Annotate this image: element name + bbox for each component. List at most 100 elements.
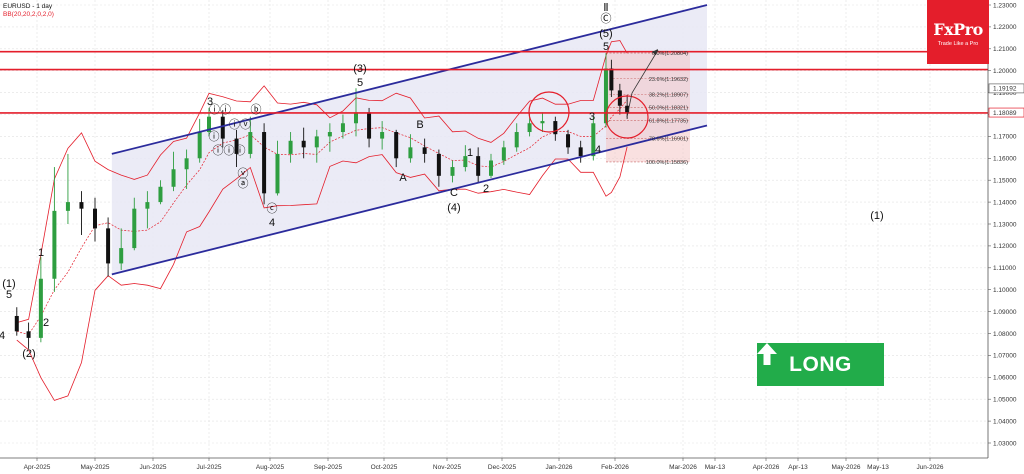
y-tick-label: 1.11000 [993,265,1016,272]
x-tick-label: Jul-2025 [197,464,222,471]
wave-label: B [416,119,423,131]
x-tick-label: Jun-2025 [139,464,166,471]
y-tick-label: 1.16000 [993,156,1017,163]
fib-level-label: 78.6%(1.16901) [649,137,688,143]
y-tick-label: 1.10000 [993,287,1017,294]
price-badge-label: 1.19192 [993,86,1017,93]
brand-name: FxPro [933,20,983,39]
candle-body [275,153,280,194]
projection-path [626,49,659,118]
candle-body [463,156,468,168]
candle-body [171,169,176,187]
x-tick-label: Apr-2026 [753,464,780,471]
wave-label: ⓘ [209,130,220,143]
brand-tagline: Trade Like a Pro [937,41,979,47]
wave-label: (1) [870,210,883,222]
candle-body [220,116,225,139]
candle-body [603,68,608,124]
y-tick-label: 1.19000 [993,90,1017,97]
y-tick-label: 1.15000 [993,178,1017,185]
candle-body [119,248,124,264]
candle-body [394,132,399,159]
x-tick-label: Mar-13 [705,464,726,471]
candle-body [158,186,163,203]
long-signal-button[interactable]: LONG [757,343,884,386]
candle-body [609,68,614,91]
candle-body [553,121,558,135]
y-tick-label: 1.14000 [993,199,1017,206]
y-tick-label: 1.08000 [993,331,1017,338]
candle-body [617,90,622,106]
candle-body [184,158,189,170]
fib-level-label: 38.2%(1.18907) [649,93,688,99]
wave-label: A [399,172,407,184]
fib-level-label: 61.8%(1.17735) [649,118,688,124]
projection-arrowhead [652,49,658,55]
candle-body [540,121,545,124]
wave-label: 5 [6,289,12,301]
fib-level-label: 50.0%(1.18321) [649,105,688,111]
resistance-lines [0,4,988,276]
wave-label: (3) [353,63,366,75]
bollinger-upper [16,40,628,323]
wave-label: 2 [483,183,489,195]
x-tick-label: Oct-2025 [371,464,398,471]
wave-label: 1 [467,147,473,159]
candle-body [65,202,70,211]
candle-body [340,123,345,133]
wave-label: ⓒ [267,202,278,215]
wave-label: ⓘⓘⓘ [213,144,246,157]
fib-level-label: 100.0%(1.15836) [646,160,688,166]
candle-body [197,132,202,159]
candle-body [207,116,211,133]
y-tick-label: 1.09000 [993,309,1017,316]
candle-body [132,208,137,249]
arrow-up-icon [757,343,777,365]
wave-label: 2 [43,317,49,329]
fib-level-label: 23.6%(1.19632) [649,77,688,83]
y-tick-label: 1.07000 [993,353,1017,360]
candle-body [514,132,519,148]
wave-label: 3 [589,111,595,123]
x-tick-label: Apr-13 [788,464,808,471]
wave-label: ⓐ [238,177,249,190]
candle-body [14,315,19,332]
x-tick-label: Dec-2025 [488,464,517,471]
wave-label: (4) [447,202,460,214]
candle-body [52,210,57,279]
candle-body [422,147,427,154]
y-tick-label: 1.13000 [993,221,1017,228]
y-tick-label: 1.12000 [993,243,1017,250]
wave-label: C [450,187,458,199]
candle-body [327,132,332,137]
wave-label: 4 [269,217,275,229]
candle-body [26,331,31,338]
x-tick-label: May-2025 [81,464,110,471]
candle-body [566,134,571,148]
fxpro-logo: FxPro Trade Like a Pro [927,0,989,64]
wave-label: 1 [38,247,44,259]
candle-body [248,132,253,154]
price-badge-label: 1.18089 [993,110,1017,117]
wave-label: 5 [357,77,363,89]
candle-body [408,147,413,159]
y-tick-label: 1.17000 [993,134,1017,141]
candle-body [578,147,583,157]
annotations: 0.0%(1.20804) 23.6%(1.19632) 38.2%(1.18907… [0,2,884,360]
wave-label: ⓘⓥ [229,118,251,131]
x-tick-label: Feb-2026 [601,464,629,471]
candle-body [380,132,385,139]
candle-body [625,105,630,113]
candle-body [314,136,319,148]
y-tick-label: 1.22000 [993,24,1017,31]
y-tick-label: 1.23000 [993,2,1017,9]
candles [14,53,630,349]
channel-fill [111,5,708,275]
long-signal-label: LONG [789,352,852,376]
candle-body [591,123,596,157]
wave-label: (5) [599,28,612,40]
wave-label: 4 [595,144,601,156]
candle-body [234,138,239,154]
